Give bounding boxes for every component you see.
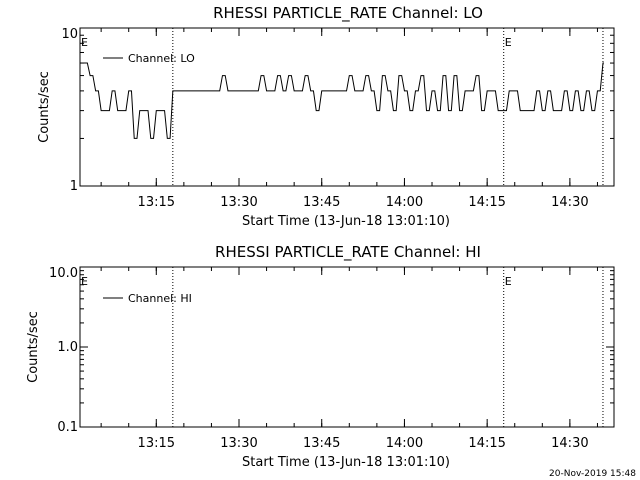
chart-panel-lo: RHESSI PARTICLE_RATE Channel: LO 1 10 13:…	[37, 4, 615, 229]
chart-title: RHESSI PARTICLE_RATE Channel: LO	[213, 4, 483, 23]
y-axis: 0.1 1.0 10.0	[49, 266, 614, 435]
x-axis-label: Start Time (13-Jun-18 13:01:10)	[242, 455, 450, 470]
x-tick-label: 14:00	[386, 195, 423, 210]
footer-timestamp: 20-Nov-2019 15:48	[549, 469, 636, 479]
chart-title: RHESSI PARTICLE_RATE Channel: HI	[215, 243, 481, 262]
y-axis: 1 10	[61, 27, 614, 194]
x-tick-label: 13:15	[138, 436, 175, 451]
x-axis: 13:15 13:30 13:45 14:00 14:15 14:30	[100, 28, 598, 210]
y-tick-label: 1	[70, 179, 78, 194]
x-tick-label: 13:15	[138, 195, 175, 210]
y-tick-label: 10.0	[49, 266, 78, 281]
event-marker-label: E	[81, 275, 88, 288]
y-axis-label: Counts/sec	[37, 71, 52, 143]
chart-panel-hi: RHESSI PARTICLE_RATE Channel: HI 0.1 1.0 1…	[26, 243, 615, 470]
y-tick-label: 1.0	[57, 340, 78, 355]
x-tick-label: 14:15	[468, 436, 505, 451]
legend: Channel: HI	[103, 292, 192, 305]
y-tick-label: 0.1	[57, 420, 78, 435]
x-tick-label: 14:15	[468, 195, 505, 210]
legend-label: Channel: HI	[128, 292, 192, 305]
x-tick-label: 13:45	[303, 195, 340, 210]
x-tick-label: 14:30	[551, 436, 588, 451]
plot-frame	[79, 266, 615, 428]
series-line	[80, 62, 604, 139]
event-marker-label: E	[505, 36, 512, 49]
x-tick-label: 14:00	[386, 436, 423, 451]
legend: Channel: LO	[103, 52, 195, 65]
legend-label: Channel: LO	[128, 52, 195, 65]
plot-frame	[79, 27, 615, 187]
event-lines	[172, 28, 604, 186]
x-tick-label: 13:45	[303, 436, 340, 451]
series-layer	[80, 62, 604, 139]
x-tick-label: 14:30	[551, 195, 588, 210]
event-marker-label: E	[81, 36, 88, 49]
x-axis-label: Start Time (13-Jun-18 13:01:10)	[242, 214, 450, 229]
event-lines	[172, 267, 604, 427]
x-tick-label: 13:30	[220, 195, 257, 210]
x-axis: 13:15 13:30 13:45 14:00 14:15 14:30	[100, 267, 598, 451]
x-tick-label: 13:30	[220, 436, 257, 451]
y-axis-label: Counts/sec	[26, 311, 41, 383]
event-marker-label: E	[505, 275, 512, 288]
y-tick-label: 10	[61, 27, 78, 42]
